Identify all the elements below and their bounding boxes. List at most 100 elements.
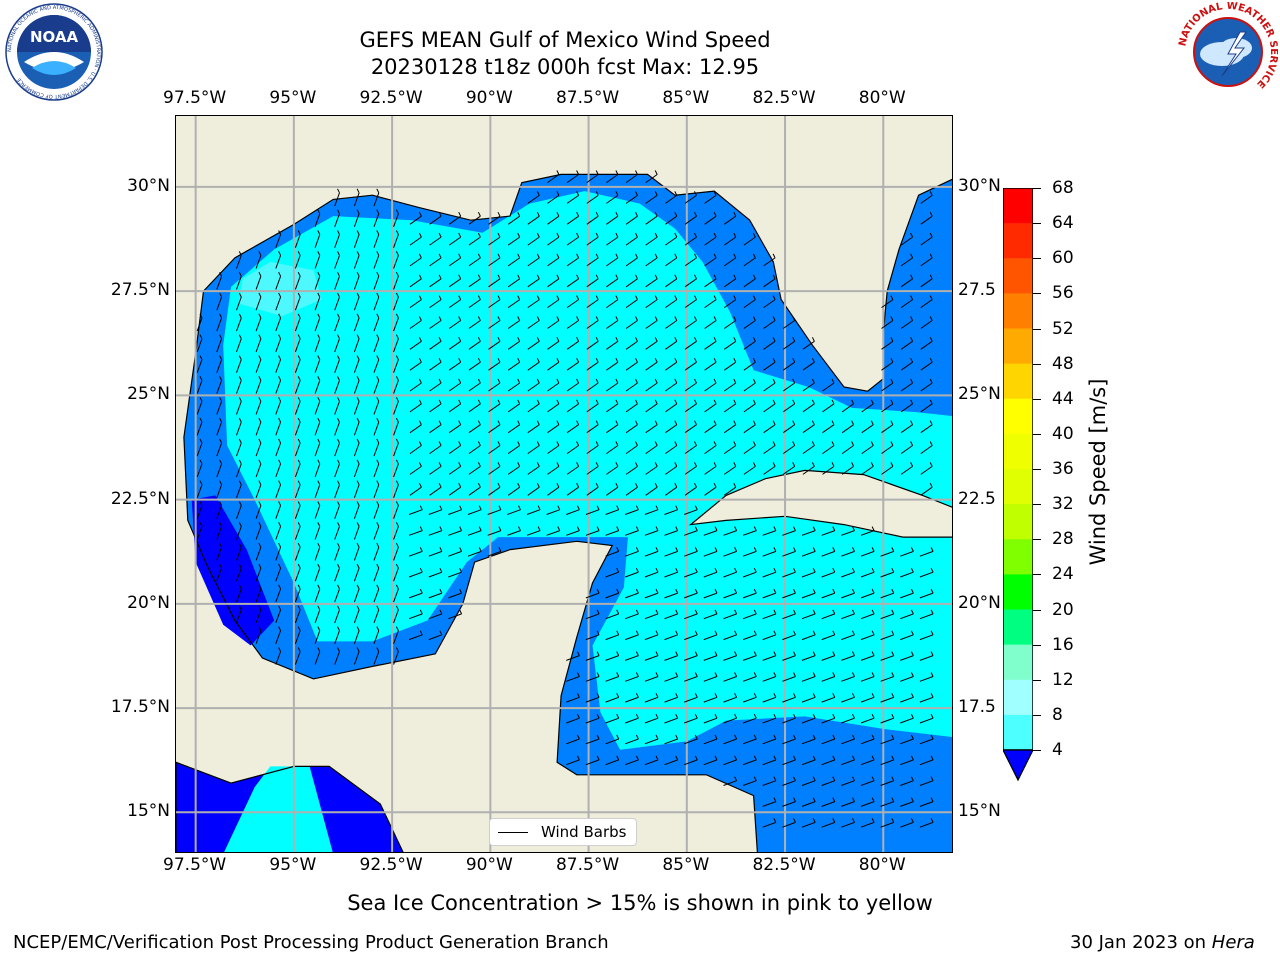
wind-barb-flag — [356, 647, 360, 652]
wind-barb-flag — [635, 170, 638, 175]
wind-barb — [625, 486, 638, 496]
wind-barb-flag — [517, 420, 521, 425]
wind-barb-flag — [615, 441, 619, 446]
wind-barb — [275, 255, 282, 269]
wind-barb — [841, 780, 855, 786]
wind-barb-flag — [635, 378, 638, 384]
wind-barb — [196, 505, 203, 519]
wind-barb-flag — [376, 292, 380, 298]
wind-barb — [605, 509, 619, 515]
wind-barb-flag — [278, 647, 282, 652]
wind-barb-flag — [654, 295, 658, 300]
wind-barb-flag — [851, 420, 855, 425]
wind-barb-flag — [297, 563, 301, 569]
wind-barb-flag — [356, 355, 360, 360]
wind-barb — [841, 403, 854, 413]
wind-barb-flag — [258, 376, 262, 381]
wind-barb-flag — [376, 501, 380, 506]
wind-barb-flag — [356, 334, 360, 339]
wind-barb-flag — [832, 567, 836, 573]
wind-barb — [393, 547, 399, 561]
wind-barb-flag — [337, 459, 340, 465]
wind-barb-flag — [655, 755, 659, 761]
wind-barb — [373, 547, 380, 561]
wind-barb — [743, 361, 756, 371]
wind-barb-flag — [714, 651, 718, 656]
wind-barb — [645, 236, 658, 246]
wind-barb-flag — [635, 609, 639, 615]
colorbar-tick-label: 8 — [1052, 704, 1063, 725]
wind-barb-flag — [773, 797, 777, 802]
wind-barb-flag — [395, 626, 399, 631]
wind-barb — [448, 530, 462, 536]
lat-tick-left: 27.5°N — [110, 280, 170, 301]
wind-barb — [644, 738, 659, 745]
wind-barb — [507, 236, 520, 246]
wind-barb-flag — [219, 480, 223, 485]
wind-barb-flag — [418, 316, 422, 321]
colorbar-segment — [1003, 398, 1033, 435]
wind-barb — [881, 465, 894, 475]
wind-barb-flag — [297, 480, 301, 485]
wind-barb-flag — [337, 334, 340, 339]
wind-barb-flag — [576, 378, 580, 384]
wind-barb — [861, 465, 874, 475]
wind-barb — [801, 530, 816, 536]
wind-barb-flag — [655, 672, 659, 677]
wind-barb-flag — [418, 295, 422, 300]
wind-barb-flag — [317, 209, 321, 214]
wind-barb-flag — [930, 567, 934, 573]
wind-barb-flag — [812, 651, 816, 656]
wind-barb — [860, 530, 875, 536]
wind-barb-flag — [576, 734, 580, 740]
wind-barb-flag — [675, 693, 679, 698]
wind-barb — [762, 571, 777, 578]
wind-barb-flag — [576, 462, 580, 467]
wind-barb — [527, 361, 540, 371]
colorbar-tick-mark — [1033, 539, 1041, 541]
wind-barb-flag — [733, 253, 737, 259]
wind-barb-flag — [615, 253, 619, 259]
wind-barb-flag — [773, 693, 777, 698]
lon-tick-bottom: 95°W — [269, 855, 317, 875]
wind-barb — [606, 174, 619, 184]
wind-barb-flag — [793, 547, 796, 552]
wind-barb-flag — [674, 274, 678, 280]
wind-barb — [821, 634, 835, 641]
wind-barb — [724, 299, 737, 309]
wind-barb — [448, 403, 461, 413]
wind-barb-flag — [753, 630, 757, 636]
wind-barb-flag — [458, 253, 462, 259]
wind-barb-flag — [238, 459, 242, 465]
wind-barb — [645, 194, 658, 204]
wind-barb — [801, 801, 816, 807]
wind-barb-flag — [733, 232, 737, 238]
wind-barb-flag — [438, 232, 442, 238]
wind-barb — [255, 505, 262, 519]
wind-barb — [625, 194, 638, 204]
wind-barb-flag — [536, 462, 540, 467]
wind-barb — [743, 382, 756, 392]
wind-barb — [860, 821, 875, 828]
wind-barb — [605, 655, 619, 661]
wind-barb-flag — [616, 651, 620, 656]
wind-barb-flag — [852, 547, 855, 552]
wind-barb-flag — [497, 253, 501, 259]
wind-barb-flag — [674, 462, 678, 467]
wind-barb-flag — [576, 526, 580, 531]
wind-barb-flag — [356, 542, 360, 548]
wind-barb — [393, 526, 399, 540]
wind-barb — [919, 821, 934, 828]
wind-barb — [763, 320, 776, 329]
wind-barb-flag — [477, 295, 481, 300]
wind-barb — [467, 550, 482, 557]
wind-barb — [448, 361, 461, 371]
wind-barb-flag — [337, 501, 340, 506]
wind-barb-flag — [518, 526, 521, 531]
wind-barb-flag — [556, 378, 560, 384]
wind-barb — [488, 340, 501, 350]
wind-barb-flag — [694, 253, 697, 259]
lat-tick-right: 25°N — [958, 384, 1001, 405]
wind-barb — [255, 484, 262, 498]
wind-barb — [880, 655, 894, 661]
